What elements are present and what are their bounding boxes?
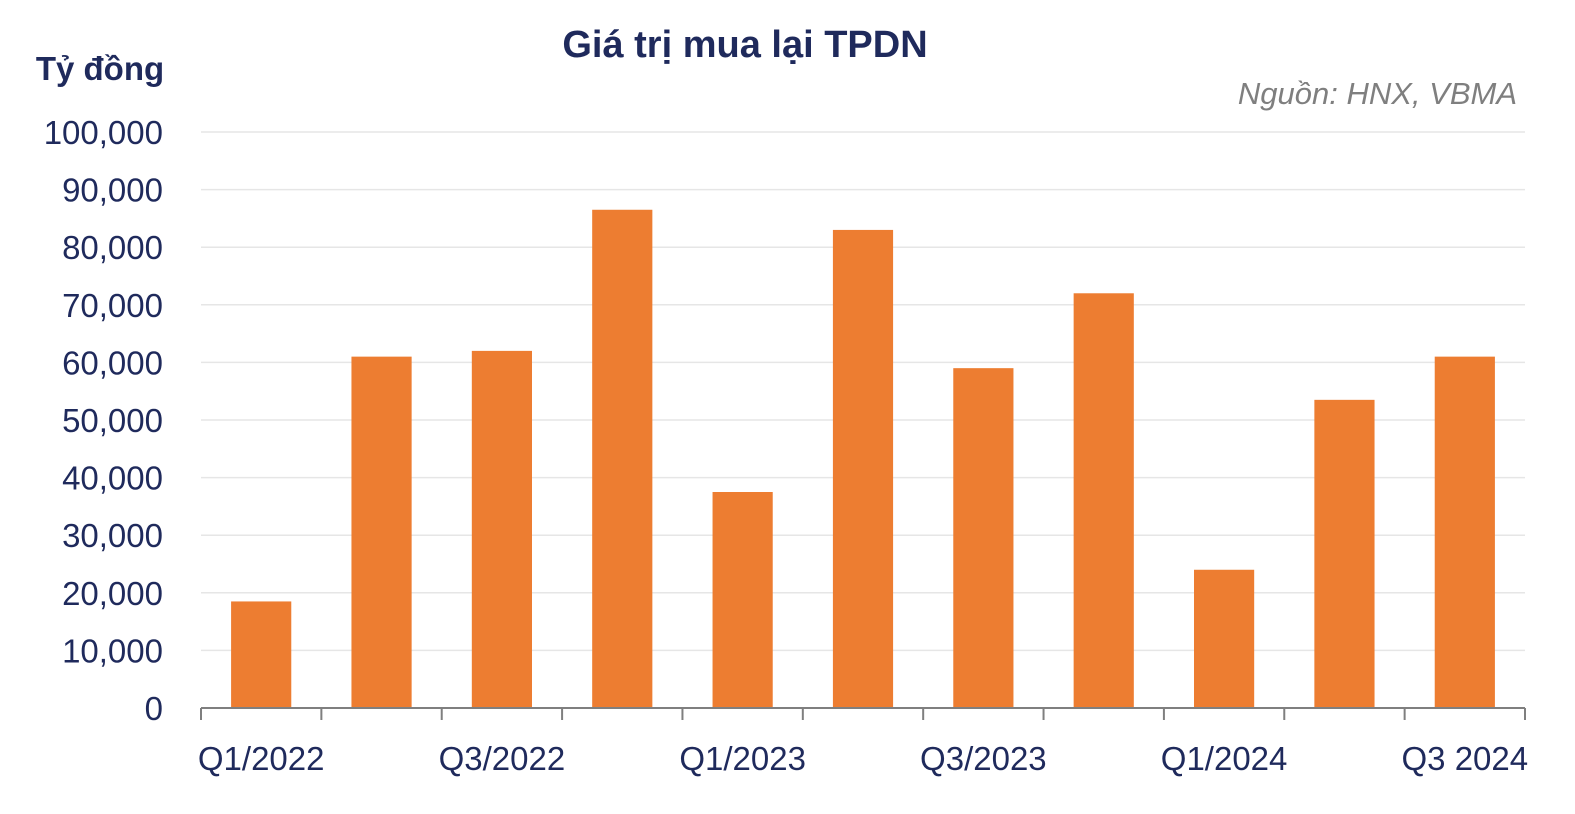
y-tick-label: 0	[145, 690, 163, 727]
bars	[231, 209, 1495, 709]
bar-q1-2023	[712, 492, 773, 708]
x-tick-label: Q3/2022	[439, 740, 566, 777]
bar-q2-2024	[1314, 399, 1375, 708]
y-tick-label: 10,000	[62, 632, 163, 669]
x-tick-label: Q1/2023	[679, 740, 806, 777]
y-tick-label: 20,000	[62, 575, 163, 612]
x-tick-label: Q3 2024	[1402, 740, 1529, 777]
bar-q3-2024	[1434, 356, 1495, 708]
y-tick-label: 100,000	[44, 114, 163, 151]
x-axis-tick-labels: Q1/2022 Q3/2022 Q1/2023 Q3/2023 Q1/2024 Q3 20…	[198, 740, 1528, 777]
x-tick-label: Q3/2023	[920, 740, 1047, 777]
x-tick-label: Q1/2024	[1161, 740, 1288, 777]
y-tick-label: 50,000	[62, 402, 163, 439]
y-tick-label: 60,000	[62, 344, 163, 381]
y-tick-label: 40,000	[62, 460, 163, 497]
y-tick-label: 30,000	[62, 517, 163, 554]
y-axis-tick-labels: 0 10,000 20,000 30,000 40,000 50,000 60,000 70,…	[44, 114, 163, 727]
bar-q3-2022	[471, 350, 532, 708]
y-tick-label: 90,000	[62, 172, 163, 209]
bar-q4-2023	[1073, 293, 1134, 708]
chart-title: Giá trị mua lại TPDN	[562, 24, 927, 66]
y-axis-label: Tỷ đồng	[36, 50, 164, 87]
bar-q1-2022	[231, 601, 292, 708]
y-tick-label: 70,000	[62, 287, 163, 324]
bar-q3-2023	[953, 368, 1014, 708]
y-tick-label: 80,000	[62, 229, 163, 266]
source-note: Nguồn: HNX, VBMA	[1238, 76, 1517, 111]
x-axis	[200, 707, 1526, 720]
bar-q1-2024	[1194, 569, 1255, 708]
bar-q4-2022	[592, 209, 653, 708]
x-tick-label: Q1/2022	[198, 740, 325, 777]
bar-q2-2022	[351, 356, 412, 708]
bar-q2-2023	[832, 229, 894, 709]
